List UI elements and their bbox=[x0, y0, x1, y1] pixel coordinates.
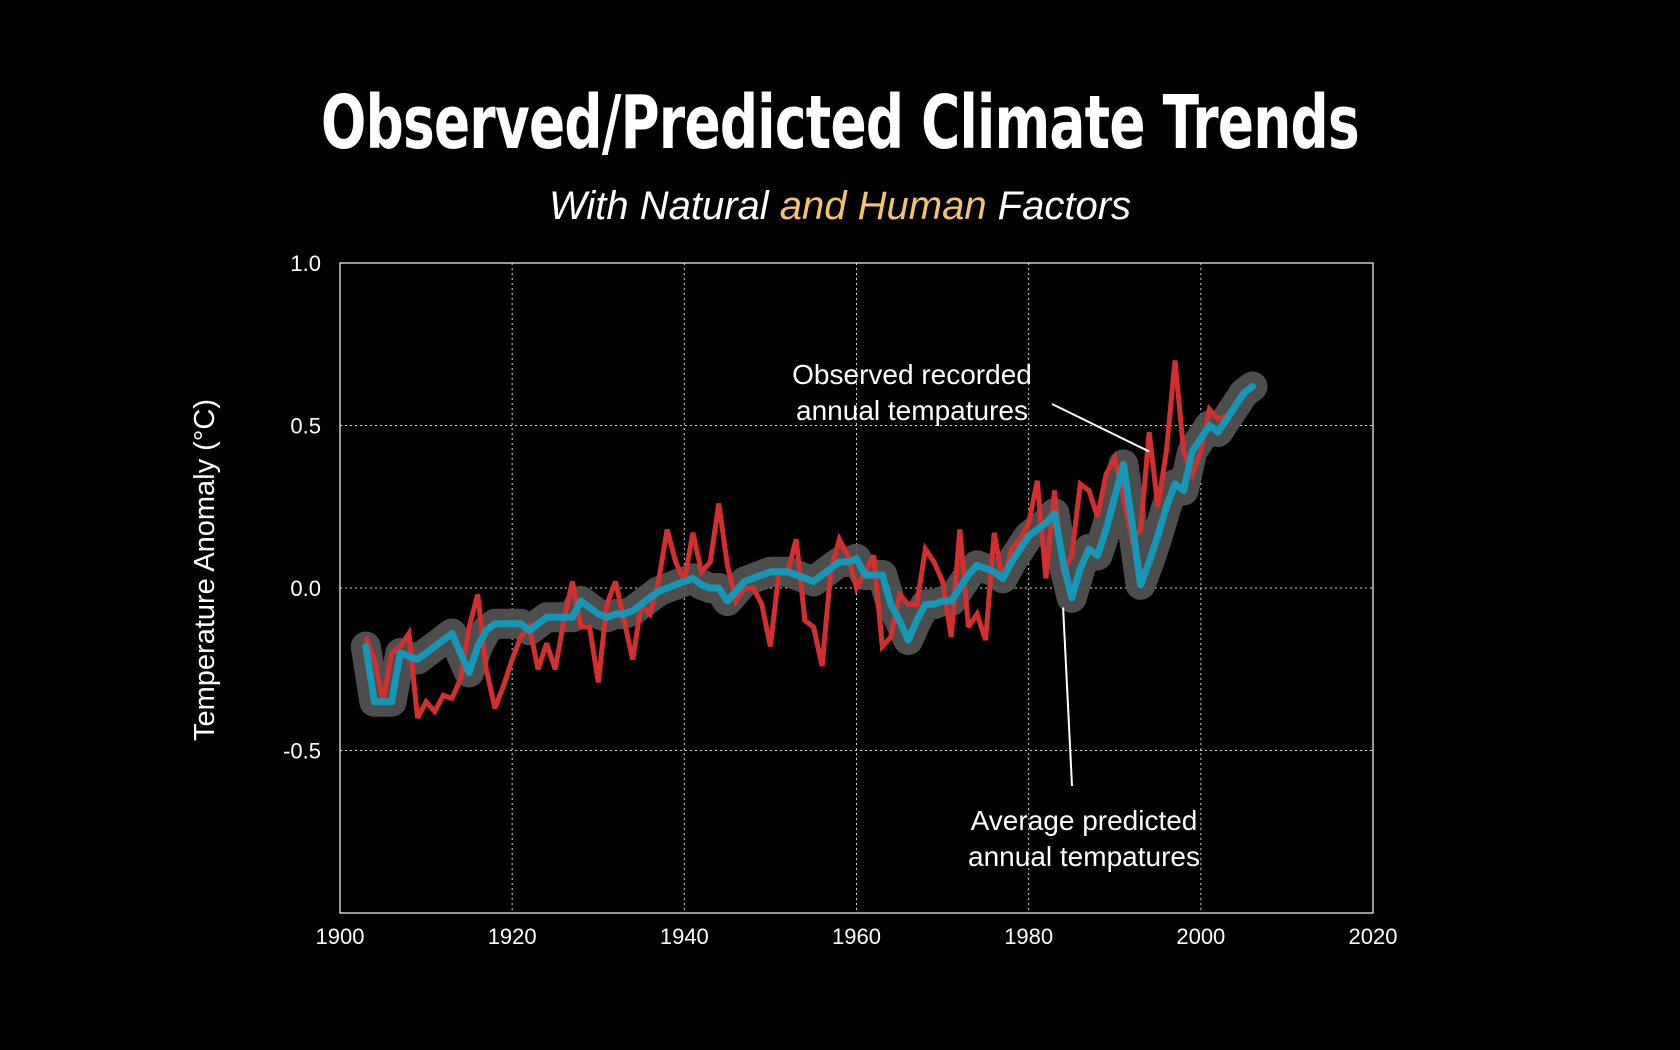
x-tick-label: 1920 bbox=[488, 924, 537, 949]
series-layer bbox=[362, 360, 1256, 720]
x-tick-label: 1940 bbox=[660, 924, 709, 949]
x-tick-label: 1900 bbox=[316, 924, 365, 949]
prediction-band-layer bbox=[350, 371, 1268, 717]
x-tick-label: 1980 bbox=[1004, 924, 1053, 949]
predicted-annotation-text: annual tempatures bbox=[968, 841, 1200, 872]
x-tick-label: 2020 bbox=[1349, 924, 1398, 949]
observed-annotation-text: annual tempatures bbox=[796, 395, 1028, 426]
y-tick-label: 0.5 bbox=[290, 414, 321, 439]
annotation-layer: Observed recorded annual tempatures Averag… bbox=[792, 359, 1200, 872]
x-tick-label: 1960 bbox=[832, 924, 881, 949]
y-tick-label: 1.0 bbox=[290, 251, 321, 276]
predicted-series-line bbox=[362, 383, 1256, 706]
y-tick-label: 0.0 bbox=[290, 576, 321, 601]
subtitle-natural: With Natural bbox=[548, 184, 780, 228]
x-tick-label: 2000 bbox=[1176, 924, 1225, 949]
subtitle-factors: Factors bbox=[986, 184, 1132, 228]
predicted-annotation-leader bbox=[1062, 607, 1073, 787]
y-axis-label: Temperature Anomaly (°C) bbox=[189, 399, 221, 741]
y-tick-label: -0.5 bbox=[283, 739, 321, 764]
observed-annotation-text: Observed recorded bbox=[792, 359, 1032, 390]
observed-annotation-leader bbox=[1051, 403, 1150, 453]
chart-title: Observed/Predicted Climate Trends bbox=[321, 80, 1360, 166]
predicted-annotation-text: Average predicted bbox=[971, 805, 1198, 836]
tick-label-layer: 1900 1920 1940 1960 1980 2000 2020 1.0 0.5 0.0 -0.… bbox=[283, 251, 1397, 949]
plot-frame bbox=[339, 262, 1374, 914]
subtitle-human-highlight: and Human bbox=[779, 184, 987, 228]
chart-subtitle: With Natural and Human Factors bbox=[0, 184, 1680, 229]
prediction-range-band bbox=[350, 371, 1268, 717]
